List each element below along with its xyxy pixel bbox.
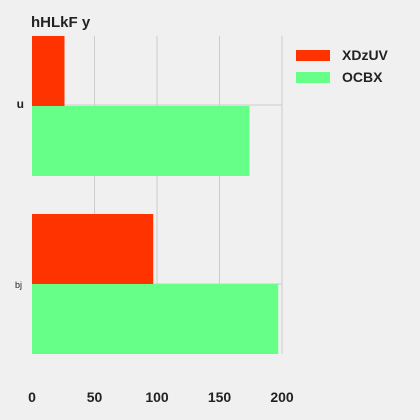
x-tick-label-100: 100 [145,389,169,405]
bars [32,36,279,354]
legend-label-OCBX: OCBX [342,69,383,85]
x-tick-label-0: 0 [28,389,36,405]
bar-OCBX-bj [32,284,279,354]
legend-label-XDzUV: XDzUV [342,47,389,63]
legend: XDzUV OCBX [296,47,389,85]
bar-XDzUV-u [32,36,65,106]
legend-swatch-OCBX [296,72,330,83]
legend-swatch-XDzUV [296,50,330,61]
x-tick-label-150: 150 [208,389,232,405]
x-tick-label-50: 50 [87,389,103,405]
bar-OCBX-u [32,106,250,176]
bar-XDzUV-bj [32,214,154,284]
chart-title: hHLkF y [31,14,91,31]
category-labels: u bj [15,97,24,290]
x-axis-ticks: 0 50 100 150 200 [28,389,294,405]
category-label-bj: bj [15,280,22,290]
x-tick-label-200: 200 [270,389,294,405]
category-label-u: u [17,97,24,111]
